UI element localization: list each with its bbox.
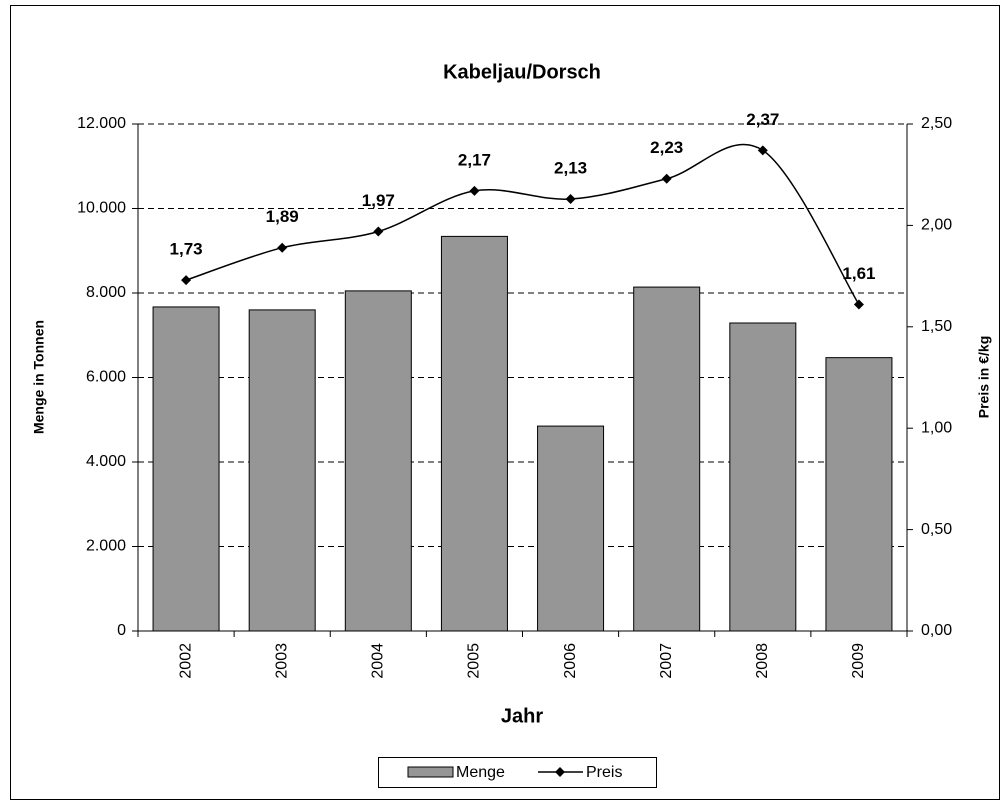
marker: [661, 173, 672, 184]
y2-tick-label: 1,50: [921, 318, 952, 335]
y-tick-label: 10.000: [77, 200, 126, 217]
y-tick-label: 2.000: [86, 538, 126, 555]
y2-axis-label: Preis in €/kg: [976, 336, 992, 418]
y2-tick-label: 0,00: [921, 622, 952, 639]
bar: [440, 235, 508, 632]
chart-title: Kabeljau/Dorsch: [443, 61, 601, 83]
marker: [853, 299, 864, 310]
legend-marker: [555, 767, 565, 777]
x-tick-label: 2005: [466, 643, 483, 679]
y-tick-label: 12.000: [77, 115, 126, 132]
y-axis-label: Menge in Tonnen: [31, 320, 47, 434]
y2-tick-label: 2,50: [921, 115, 952, 132]
marker: [277, 242, 288, 253]
x-tick-label: 2002: [177, 643, 194, 679]
marker: [373, 226, 384, 237]
bar: [537, 425, 605, 632]
marker: [181, 275, 192, 286]
legend-swatch: [407, 766, 454, 778]
x-tick-label: 2006: [562, 643, 579, 679]
y-tick-label: 8.000: [86, 284, 126, 301]
bar: [825, 357, 893, 632]
data-label: 1,89: [266, 207, 299, 226]
y-tick-label: 6.000: [86, 369, 126, 386]
data-label: 1,73: [170, 240, 203, 259]
marker: [757, 145, 768, 156]
y2-tick-label: 0,50: [921, 521, 952, 538]
x-tick-label: 2007: [658, 643, 675, 679]
y2-tick-label: 1,00: [921, 419, 952, 436]
legend-label: Menge: [456, 764, 505, 781]
bar: [729, 322, 797, 632]
x-tick-label: 2009: [850, 643, 867, 679]
data-label: 2,17: [458, 150, 491, 169]
bar: [248, 309, 316, 632]
data-label: 2,37: [746, 110, 779, 129]
x-tick-label: 2008: [754, 643, 771, 679]
marker: [469, 185, 480, 196]
x-tick-label: 2004: [370, 643, 387, 679]
legend-label: Preis: [586, 764, 622, 781]
data-label: 1,61: [842, 264, 875, 283]
data-label: 1,97: [362, 191, 395, 210]
y-tick-label: 0: [117, 622, 126, 639]
marker: [565, 194, 576, 205]
bar: [344, 290, 412, 632]
data-label: 2,13: [554, 159, 587, 178]
bar: [633, 286, 701, 632]
x-axis-label: Jahr: [501, 705, 543, 727]
bar: [152, 306, 220, 632]
data-label: 2,23: [650, 138, 683, 157]
x-tick-label: 2003: [273, 643, 290, 679]
y2-tick-label: 2,00: [921, 217, 952, 234]
y-tick-label: 4.000: [86, 453, 126, 470]
